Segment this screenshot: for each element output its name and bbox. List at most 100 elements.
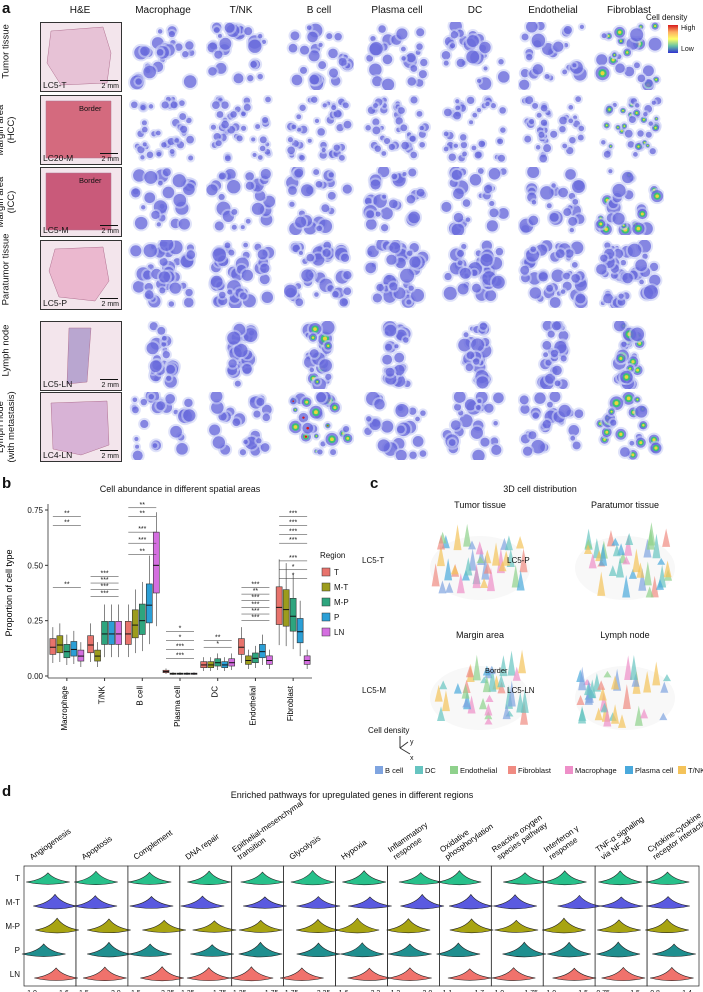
violin — [335, 917, 380, 934]
density-blob — [562, 143, 568, 149]
density-blob — [382, 78, 395, 90]
cell-cone — [584, 683, 593, 696]
density-blob — [612, 183, 626, 198]
cell-cone — [659, 712, 668, 721]
density-blob — [328, 48, 338, 59]
density-blob — [531, 33, 546, 48]
density-blob — [221, 120, 229, 129]
density-blob — [555, 249, 565, 259]
density-blob — [455, 99, 460, 104]
cell-cone — [502, 550, 511, 566]
violin — [503, 872, 547, 885]
density-blob — [551, 183, 556, 188]
he-image: LC5-P 2 mm — [40, 240, 122, 310]
significance-label: *** — [289, 555, 297, 562]
density-blob — [531, 439, 545, 454]
density-map — [129, 392, 198, 460]
density-blob — [631, 453, 635, 457]
panel-d-letter: d — [2, 783, 12, 800]
density-blob — [627, 243, 642, 258]
violin — [34, 967, 78, 981]
density-blob — [388, 199, 398, 209]
legend-label: B cell — [385, 766, 404, 775]
cell-cone — [629, 655, 638, 680]
density-map — [518, 392, 586, 458]
density-blob — [311, 96, 318, 103]
density-blob — [563, 26, 572, 34]
density-blob — [477, 399, 482, 404]
density-blob — [484, 184, 493, 194]
density-blob — [571, 273, 580, 283]
cell-cone — [584, 544, 593, 554]
violin — [542, 870, 587, 886]
significance-label: ** — [64, 519, 70, 526]
cell-cone — [499, 655, 508, 677]
violin — [296, 896, 341, 909]
violin — [542, 917, 586, 934]
x-tick-label: 1.25 — [181, 990, 195, 992]
density-blob — [245, 181, 255, 190]
density-blob — [257, 73, 263, 80]
border-label: Border — [485, 666, 508, 675]
density-blob — [165, 393, 176, 404]
density-blob — [454, 403, 462, 411]
density-map — [440, 167, 510, 235]
density-blob — [450, 420, 461, 431]
density-blob — [630, 28, 644, 42]
significance-label: *** — [251, 608, 259, 615]
density-blob — [535, 145, 541, 150]
density-map — [129, 95, 196, 163]
density-blob — [546, 284, 554, 292]
density-blob — [532, 64, 544, 75]
density-blob — [185, 41, 194, 50]
density-blob — [635, 111, 638, 115]
density-blob — [635, 405, 648, 418]
violin — [646, 896, 690, 909]
density-blob — [233, 73, 244, 84]
density-blob — [643, 111, 648, 117]
view-title: Lymph node — [600, 630, 649, 640]
significance-label: *** — [251, 595, 259, 602]
legend-label: Endothelial — [460, 766, 497, 775]
density-blob — [134, 436, 139, 442]
density-map — [363, 95, 432, 161]
violin — [238, 919, 283, 933]
density-blob — [331, 105, 337, 111]
density-blob — [528, 431, 537, 440]
x-tick-label: B cell — [135, 686, 144, 706]
density-blob — [651, 100, 656, 105]
cell-cone — [647, 522, 656, 546]
pathway-label: Inflammatoryresponse — [386, 820, 434, 861]
violin — [601, 966, 646, 981]
cell-cone — [636, 562, 645, 578]
cell-cone — [612, 544, 621, 557]
density-blob — [398, 107, 405, 114]
density-blob — [400, 268, 415, 283]
density-blob — [183, 297, 194, 308]
violin — [547, 941, 592, 958]
density-map — [518, 22, 588, 90]
cell-cone — [461, 683, 470, 699]
density-blob — [218, 193, 225, 201]
density-blob — [140, 398, 148, 406]
cell-cone — [512, 666, 521, 681]
pathway-label: Cytokine-cytokinereceptor interaction — [646, 808, 703, 862]
density-blob — [259, 136, 267, 144]
x-tick-label: 1.2 — [391, 990, 401, 992]
cell-cone — [576, 694, 585, 705]
legend-label: Macrophage — [575, 766, 617, 775]
cell-cone — [618, 714, 627, 728]
density-blob — [161, 342, 167, 347]
density-blob — [645, 131, 652, 138]
x-tick-label: DC — [211, 686, 220, 698]
density-blob — [322, 103, 327, 108]
box — [49, 638, 57, 655]
cell-cone — [450, 564, 459, 575]
density-blob — [374, 398, 385, 410]
violin — [33, 893, 77, 910]
density-blob — [343, 425, 350, 433]
density-blob — [168, 301, 175, 307]
cell-cone — [597, 680, 606, 690]
cell-cone — [485, 694, 494, 702]
density-blob — [257, 33, 263, 39]
